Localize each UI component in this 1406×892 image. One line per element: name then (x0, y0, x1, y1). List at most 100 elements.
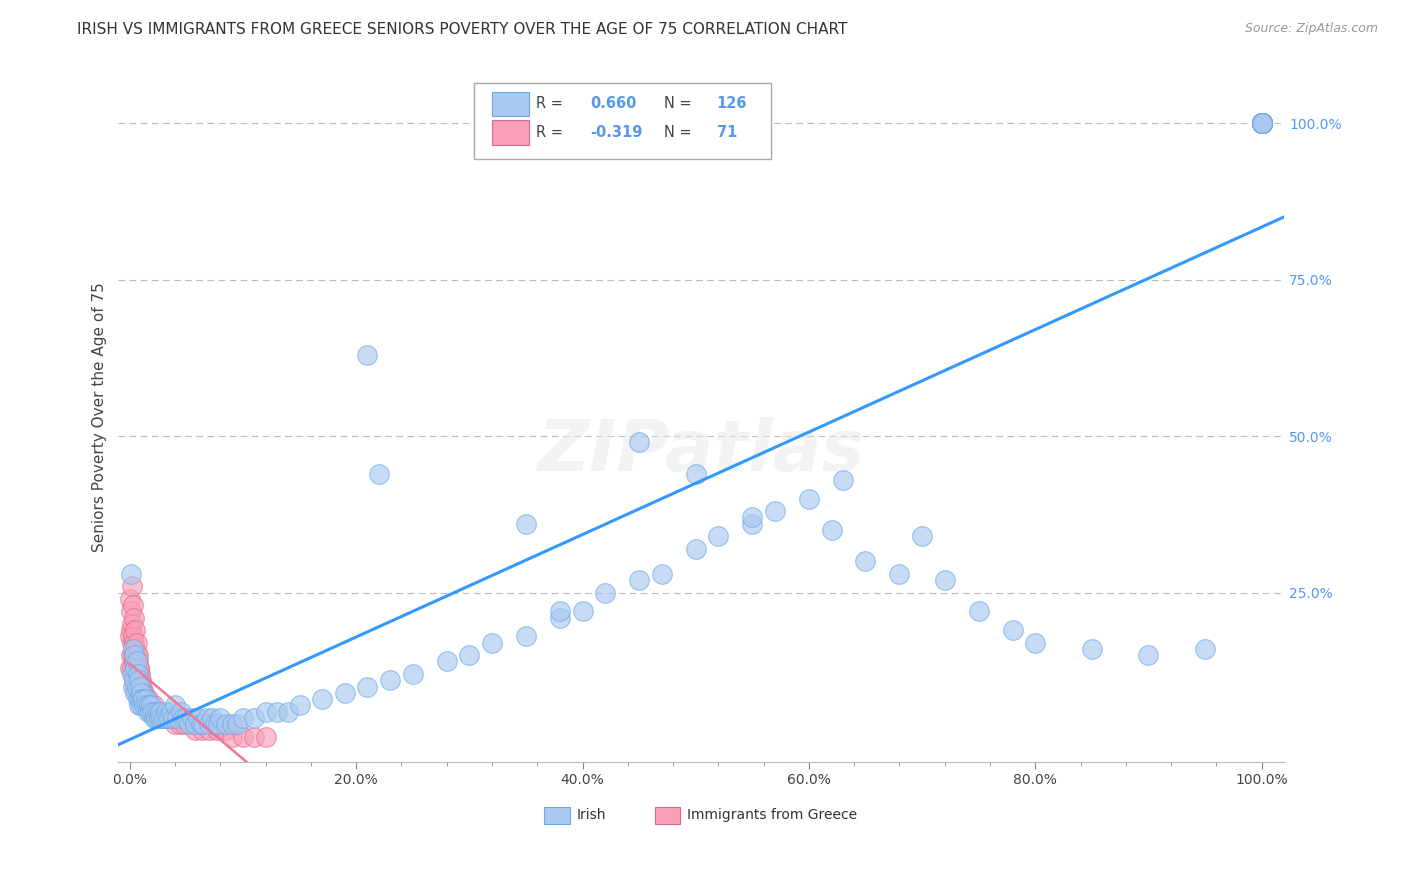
Point (143, 705, 166, 719)
Point (148, 711, 170, 725)
Point (198, 717, 221, 731)
Point (221, 730, 243, 744)
Point (1250, 116, 1272, 130)
Point (1250, 116, 1272, 130)
Point (1024, 636, 1046, 650)
Point (911, 529, 934, 543)
Point (121, 636, 143, 650)
Point (277, 705, 299, 719)
Point (122, 648, 145, 663)
Point (181, 711, 204, 725)
Point (157, 711, 180, 725)
Point (254, 730, 277, 744)
Point (132, 698, 155, 713)
Point (156, 711, 179, 725)
Point (146, 705, 169, 719)
Point (515, 630, 537, 644)
Point (129, 692, 152, 706)
Point (1250, 116, 1272, 130)
Point (1250, 116, 1272, 130)
Point (118, 591, 141, 606)
Point (1250, 116, 1272, 130)
Point (118, 630, 141, 644)
Point (125, 667, 148, 681)
Point (129, 667, 152, 681)
Point (159, 705, 181, 719)
Point (131, 692, 153, 706)
Point (266, 705, 288, 719)
Point (367, 467, 389, 481)
Point (797, 491, 820, 506)
Point (127, 673, 149, 688)
Point (156, 711, 179, 725)
Point (145, 711, 167, 725)
FancyBboxPatch shape (492, 120, 529, 145)
Point (127, 686, 149, 700)
Text: N =: N = (664, 125, 696, 140)
Point (121, 616, 143, 631)
Point (1250, 116, 1272, 130)
Point (967, 604, 990, 618)
Point (1250, 116, 1272, 130)
Point (172, 711, 194, 725)
Point (1137, 648, 1160, 663)
Point (201, 711, 224, 725)
Point (1250, 116, 1272, 130)
Text: R =: R = (536, 96, 567, 112)
Point (124, 623, 146, 637)
Point (129, 686, 152, 700)
Point (124, 686, 146, 700)
Point (169, 717, 191, 731)
Point (128, 661, 150, 675)
Point (1250, 116, 1272, 130)
Point (1250, 116, 1272, 130)
Point (1250, 116, 1272, 130)
Text: Irish: Irish (576, 808, 606, 822)
Point (121, 661, 143, 675)
Point (458, 648, 481, 663)
Point (651, 566, 673, 581)
Point (166, 711, 188, 725)
Point (173, 717, 195, 731)
Point (127, 655, 149, 669)
Point (124, 642, 146, 657)
Point (1250, 116, 1272, 130)
Point (163, 717, 186, 731)
Point (136, 705, 159, 719)
Point (226, 717, 249, 731)
Point (1250, 116, 1272, 130)
Point (122, 598, 145, 612)
Y-axis label: Seniors Poverty Over the Age of 75: Seniors Poverty Over the Age of 75 (93, 283, 107, 552)
Point (356, 680, 378, 694)
Point (207, 717, 229, 731)
Point (184, 717, 207, 731)
Point (124, 661, 146, 675)
Point (145, 705, 167, 719)
Point (139, 698, 162, 713)
Text: 0.660: 0.660 (591, 96, 637, 112)
Point (120, 648, 142, 663)
Point (685, 541, 707, 556)
Point (1250, 116, 1272, 130)
Point (118, 661, 141, 675)
Point (155, 705, 177, 719)
Point (215, 717, 238, 731)
Point (1250, 116, 1272, 130)
Text: Immigrants from Greece: Immigrants from Greece (688, 808, 858, 822)
Point (128, 698, 150, 713)
Point (190, 717, 212, 731)
Point (135, 692, 157, 706)
Point (127, 667, 149, 681)
Point (628, 573, 651, 587)
Point (141, 705, 163, 719)
FancyBboxPatch shape (655, 807, 681, 823)
Point (124, 673, 146, 688)
Point (170, 705, 193, 719)
FancyBboxPatch shape (492, 92, 529, 116)
Point (934, 573, 956, 587)
Point (129, 680, 152, 694)
Point (1250, 116, 1272, 130)
Point (198, 723, 221, 738)
Point (184, 723, 207, 738)
Point (1250, 116, 1272, 130)
